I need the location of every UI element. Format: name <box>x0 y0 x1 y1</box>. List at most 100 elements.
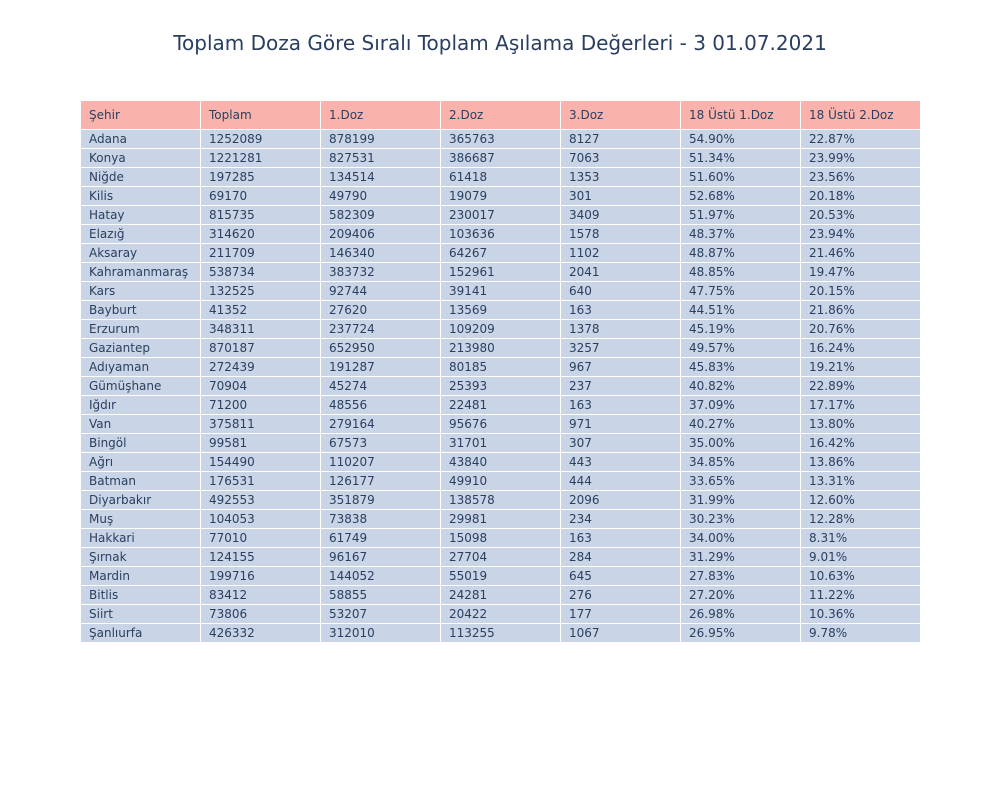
table-cell: Adıyaman <box>80 357 201 377</box>
table-cell: 11.22% <box>800 585 921 605</box>
table-cell: 51.60% <box>680 167 801 187</box>
table-cell: 83412 <box>200 585 321 605</box>
table-cell: 21.46% <box>800 243 921 263</box>
table-cell: 80185 <box>440 357 561 377</box>
table-row: Bitlis 83412 58855 24281 276 27.20% 11.22% <box>80 585 921 605</box>
table-cell: 21.86% <box>800 300 921 320</box>
table-cell: 967 <box>560 357 681 377</box>
table-cell: 279164 <box>320 414 441 434</box>
table-cell: 8.31% <box>800 528 921 548</box>
table-cell: 152961 <box>440 262 561 282</box>
table-cell: 2096 <box>560 490 681 510</box>
data-table: Şehir Toplam 1.Doz 2.Doz 3.Doz 18 Üstü 1.Doz 1… <box>80 100 921 643</box>
table-cell: 237724 <box>320 319 441 339</box>
table-cell: 49.57% <box>680 338 801 358</box>
table-cell: 95676 <box>440 414 561 434</box>
table-cell: 213980 <box>440 338 561 358</box>
table-row: Erzurum 348311 237724 109209 1378 45.19% 20.76… <box>80 319 921 339</box>
table-cell: Hakkari <box>80 528 201 548</box>
table-cell: 45.19% <box>680 319 801 339</box>
table-cell: 70904 <box>200 376 321 396</box>
table-row: Diyarbakır 492553 351879 138578 2096 31.99% 12… <box>80 490 921 510</box>
table-cell: 199716 <box>200 566 321 586</box>
table-cell: 3409 <box>560 205 681 225</box>
table-cell: 61418 <box>440 167 561 187</box>
table-row: Hatay 815735 582309 230017 3409 51.97% 20.53% <box>80 205 921 225</box>
table-cell: 110207 <box>320 452 441 472</box>
table-cell: 96167 <box>320 547 441 567</box>
table-cell: 23.56% <box>800 167 921 187</box>
table-cell: Erzurum <box>80 319 201 339</box>
table-cell: 104053 <box>200 509 321 529</box>
table-cell: 815735 <box>200 205 321 225</box>
table-cell: Muş <box>80 509 201 529</box>
table-cell: 37.09% <box>680 395 801 415</box>
table-body: Adana 1252089 878199 365763 8127 54.90% 22.87%… <box>80 129 921 643</box>
table-cell: 27.20% <box>680 585 801 605</box>
table-row: Gümüşhane 70904 45274 25393 237 40.82% 22.89% <box>80 376 921 396</box>
table-cell: 197285 <box>200 167 321 187</box>
table-cell: 276 <box>560 585 681 605</box>
table-cell: 27704 <box>440 547 561 567</box>
table-cell: 73806 <box>200 604 321 624</box>
table-cell: 443 <box>560 452 681 472</box>
table-row: Van 375811 279164 95676 971 40.27% 13.80% <box>80 414 921 434</box>
table-cell: 146340 <box>320 243 441 263</box>
table-cell: 27.83% <box>680 566 801 586</box>
table-cell: 20422 <box>440 604 561 624</box>
table-cell: 26.98% <box>680 604 801 624</box>
table-cell: 73838 <box>320 509 441 529</box>
table-cell: 19.47% <box>800 262 921 282</box>
table-cell: 10.36% <box>800 604 921 624</box>
table-cell: 234 <box>560 509 681 529</box>
table-row: Adana 1252089 878199 365763 8127 54.90% 22.87% <box>80 129 921 149</box>
table-cell: Kars <box>80 281 201 301</box>
table-cell: 538734 <box>200 262 321 282</box>
table-row: Kahramanmaraş 538734 383732 152961 2041 48.85… <box>80 262 921 282</box>
table-cell: 124155 <box>200 547 321 567</box>
table-cell: Diyarbakır <box>80 490 201 510</box>
table-cell: Konya <box>80 148 201 168</box>
table-row: Hakkari 77010 61749 15098 163 34.00% 8.31% <box>80 528 921 548</box>
table-cell: 375811 <box>200 414 321 434</box>
table-cell: Bayburt <box>80 300 201 320</box>
table-cell: 640 <box>560 281 681 301</box>
table-row: Aksaray 211709 146340 64267 1102 48.87% 21.46% <box>80 243 921 263</box>
table-row: Kars 132525 92744 39141 640 47.75% 20.15% <box>80 281 921 301</box>
table-cell: 34.85% <box>680 452 801 472</box>
table-cell: Iğdır <box>80 395 201 415</box>
table-cell: 44.51% <box>680 300 801 320</box>
table-cell: 365763 <box>440 129 561 149</box>
table-cell: Siirt <box>80 604 201 624</box>
chart-title: Toplam Doza Göre Sıralı Toplam Aşılama D… <box>173 31 827 55</box>
table-row: Niğde 197285 134514 61418 1353 51.60% 23.56% <box>80 167 921 187</box>
table-cell: 1252089 <box>200 129 321 149</box>
table-cell: 40.27% <box>680 414 801 434</box>
table-cell: 41352 <box>200 300 321 320</box>
table-cell: 92744 <box>320 281 441 301</box>
table-cell: 154490 <box>200 452 321 472</box>
table-cell: 126177 <box>320 471 441 491</box>
table-cell: 13.80% <box>800 414 921 434</box>
table-cell: 33.65% <box>680 471 801 491</box>
table-row: Bingöl 99581 67573 31701 307 35.00% 16.42% <box>80 433 921 453</box>
table-cell: 53207 <box>320 604 441 624</box>
table-cell: 12.60% <box>800 490 921 510</box>
table-cell: Adana <box>80 129 201 149</box>
table-cell: Şırnak <box>80 547 201 567</box>
table-cell: 971 <box>560 414 681 434</box>
table-cell: 13.86% <box>800 452 921 472</box>
table-cell: 48.87% <box>680 243 801 263</box>
table-cell: 15098 <box>440 528 561 548</box>
table-cell: 55019 <box>440 566 561 586</box>
table-cell: 45274 <box>320 376 441 396</box>
table-cell: 19.21% <box>800 357 921 377</box>
table-cell: 652950 <box>320 338 441 358</box>
table-cell: Bingöl <box>80 433 201 453</box>
table-row: Şırnak 124155 96167 27704 284 31.29% 9.01% <box>80 547 921 567</box>
table-cell: 25393 <box>440 376 561 396</box>
column-header: 3.Doz <box>560 100 681 130</box>
table-cell: 17.17% <box>800 395 921 415</box>
table-cell: 3257 <box>560 338 681 358</box>
